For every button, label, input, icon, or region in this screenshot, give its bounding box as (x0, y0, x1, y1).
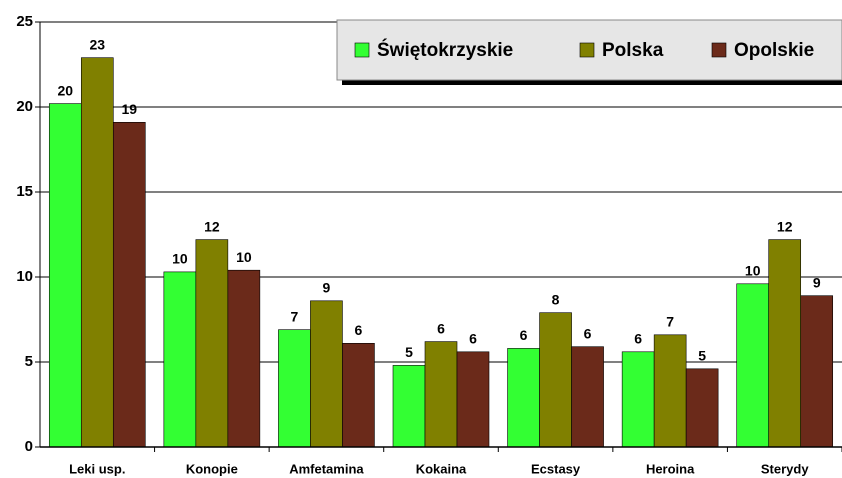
bar (507, 348, 540, 448)
y-tick-label: 25 (16, 13, 33, 30)
value-label: 12 (204, 218, 220, 234)
value-label: 5 (698, 348, 706, 364)
x-tick-label: Sterydy (761, 461, 809, 476)
legend-swatch (354, 42, 370, 58)
value-label: 23 (89, 36, 105, 52)
bar (80, 57, 114, 448)
bar (456, 351, 490, 448)
bar (278, 329, 311, 448)
y-tick-label: 20 (16, 98, 33, 115)
bar (571, 346, 604, 448)
value-label: 9 (323, 280, 331, 296)
bar (653, 334, 687, 448)
bar (768, 239, 802, 448)
bar (195, 239, 229, 448)
bar (736, 283, 770, 448)
legend-label: Opolskie (734, 40, 814, 61)
value-label: 7 (291, 308, 299, 324)
legend-swatch (579, 42, 595, 58)
value-label: 5 (405, 344, 413, 360)
bar (342, 342, 375, 448)
value-label: 10 (745, 263, 761, 279)
value-label: 7 (666, 314, 674, 330)
legend-label: Polska (602, 40, 664, 61)
y-tick-label: 15 (16, 183, 33, 200)
value-label: 6 (437, 320, 445, 336)
value-label: 12 (777, 218, 793, 234)
x-tick-label: Kokaina (416, 461, 467, 476)
y-tick-label: 0 (25, 438, 33, 455)
value-label: 6 (634, 331, 642, 347)
bar (539, 312, 572, 448)
bar (163, 271, 197, 448)
x-tick-label: Konopie (186, 461, 238, 476)
value-label: 10 (236, 249, 252, 265)
value-label: 20 (57, 82, 73, 98)
bar (685, 368, 719, 448)
value-label: 19 (121, 101, 137, 117)
value-label: 6 (469, 331, 477, 347)
bar (800, 295, 834, 448)
value-label: 10 (172, 251, 188, 267)
x-tick-label: Ecstasy (531, 461, 581, 476)
value-label: 6 (520, 327, 528, 343)
bar (227, 269, 261, 448)
bar (621, 351, 655, 448)
bar (310, 300, 343, 448)
y-tick-label: 5 (25, 353, 33, 370)
x-tick-label: Heroina (646, 461, 695, 476)
bar (112, 122, 146, 448)
bar (424, 341, 458, 448)
bar (392, 365, 426, 448)
legend-swatch (711, 42, 727, 58)
bar (48, 103, 82, 448)
value-label: 8 (552, 291, 560, 307)
y-tick-label: 10 (16, 268, 33, 285)
value-label: 6 (584, 325, 592, 341)
legend-label: Świętokrzyskie (377, 39, 513, 61)
value-label: 6 (355, 322, 363, 338)
x-tick-label: Leki usp. (69, 461, 125, 476)
value-label: 9 (813, 274, 821, 290)
x-tick-label: Amfetamina (289, 461, 364, 476)
